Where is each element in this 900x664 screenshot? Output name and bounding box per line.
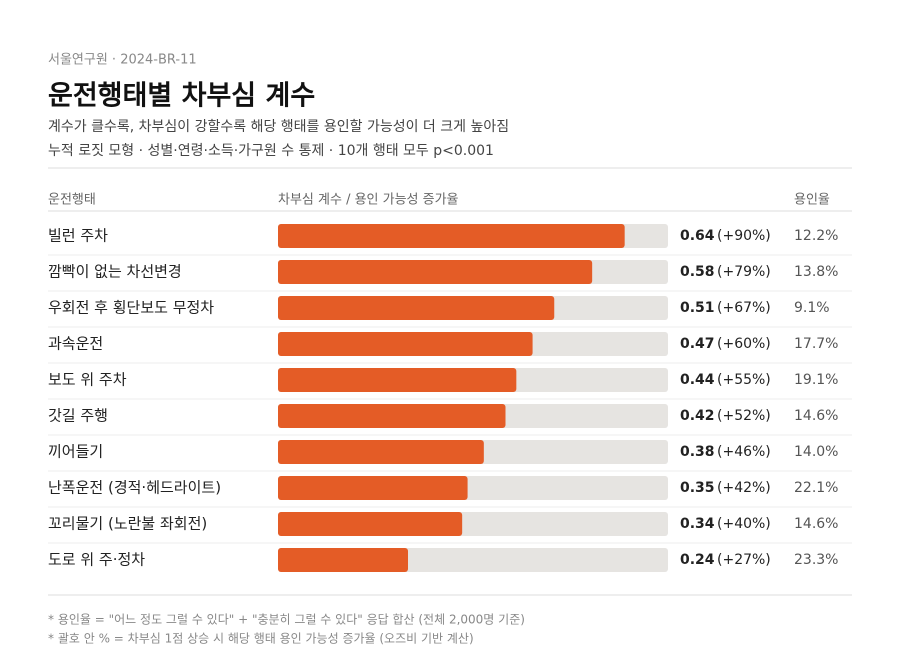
category-label: 보도 위 주차 [48, 371, 127, 389]
category-label: 과속운전 [48, 335, 103, 353]
acceptance-label: 22.1% [794, 480, 838, 496]
bar [278, 296, 555, 320]
bar [278, 260, 593, 284]
category-label: 우회전 후 횡단보도 무정차 [48, 299, 214, 317]
subtitle: 계수가 클수록, 차부심이 강할수록 해당 행태를 용인할 가능성이 더 크게 … [48, 119, 509, 135]
acceptance-label: 23.3% [794, 552, 838, 568]
increase-label: (+52%) [717, 408, 771, 424]
bar [278, 476, 468, 500]
value-label: 0.47 [680, 336, 715, 352]
category-label: 빌런 주차 [48, 227, 108, 245]
value-label: 0.58 [680, 264, 715, 280]
bar [278, 548, 408, 572]
footnote: * 괄호 안 % = 차부심 1점 상승 시 해당 행태 용인 가능성 증가율 … [48, 631, 474, 646]
acceptance-label: 9.1% [794, 300, 830, 316]
increase-label: (+55%) [717, 372, 771, 388]
bar [278, 404, 506, 428]
category-label: 난폭운전 (경적·헤드라이트) [48, 479, 221, 497]
category-label: 도로 위 주·정차 [48, 551, 145, 569]
value-label: 0.24 [680, 552, 715, 568]
acceptance-label: 14.0% [794, 444, 838, 460]
increase-label: (+79%) [717, 264, 771, 280]
category-label: 끼어들기 [48, 443, 103, 461]
value-label: 0.38 [680, 444, 715, 460]
increase-label: (+67%) [717, 300, 771, 316]
value-label: 0.35 [680, 480, 715, 496]
column-header: 운전행태 [48, 192, 96, 208]
acceptance-label: 17.7% [794, 336, 838, 352]
category-label: 갓길 주행 [48, 407, 108, 425]
category-label: 꼬리물기 (노란불 좌회전) [48, 515, 207, 533]
acceptance-label: 14.6% [794, 408, 838, 424]
increase-label: (+27%) [717, 552, 771, 568]
chart-title: 운전행태별 차부심 계수 [48, 81, 315, 112]
value-label: 0.44 [680, 372, 715, 388]
subtitle: 누적 로짓 모형 · 성별·연령·소득·가구원 수 통제 · 10개 행태 모두… [48, 143, 494, 159]
acceptance-label: 14.6% [794, 516, 838, 532]
footnote: * 용인율 = "어느 정도 그럴 수 있다" + "충분히 그럴 수 있다" … [48, 613, 525, 627]
bar [278, 440, 484, 464]
category-label: 깜빡이 없는 차선변경 [48, 263, 182, 281]
source: 서울연구원 · 2024-BR-11 [48, 53, 197, 68]
increase-label: (+60%) [717, 336, 771, 352]
bar [278, 512, 463, 536]
increase-label: (+46%) [717, 444, 771, 460]
increase-label: (+90%) [717, 228, 771, 244]
bar [278, 368, 517, 392]
increase-label: (+42%) [717, 480, 771, 496]
bar [278, 224, 625, 248]
increase-label: (+40%) [717, 516, 771, 532]
value-label: 0.34 [680, 516, 715, 532]
bar [278, 332, 533, 356]
acceptance-label: 19.1% [794, 372, 838, 388]
column-header: 차부심 계수 / 용인 가능성 증가율 [278, 193, 459, 208]
acceptance-label: 12.2% [794, 228, 838, 244]
value-label: 0.64 [680, 228, 715, 244]
column-header: 용인율 [794, 193, 830, 208]
value-label: 0.51 [680, 300, 715, 316]
value-label: 0.42 [680, 408, 715, 424]
acceptance-label: 13.8% [794, 264, 838, 280]
